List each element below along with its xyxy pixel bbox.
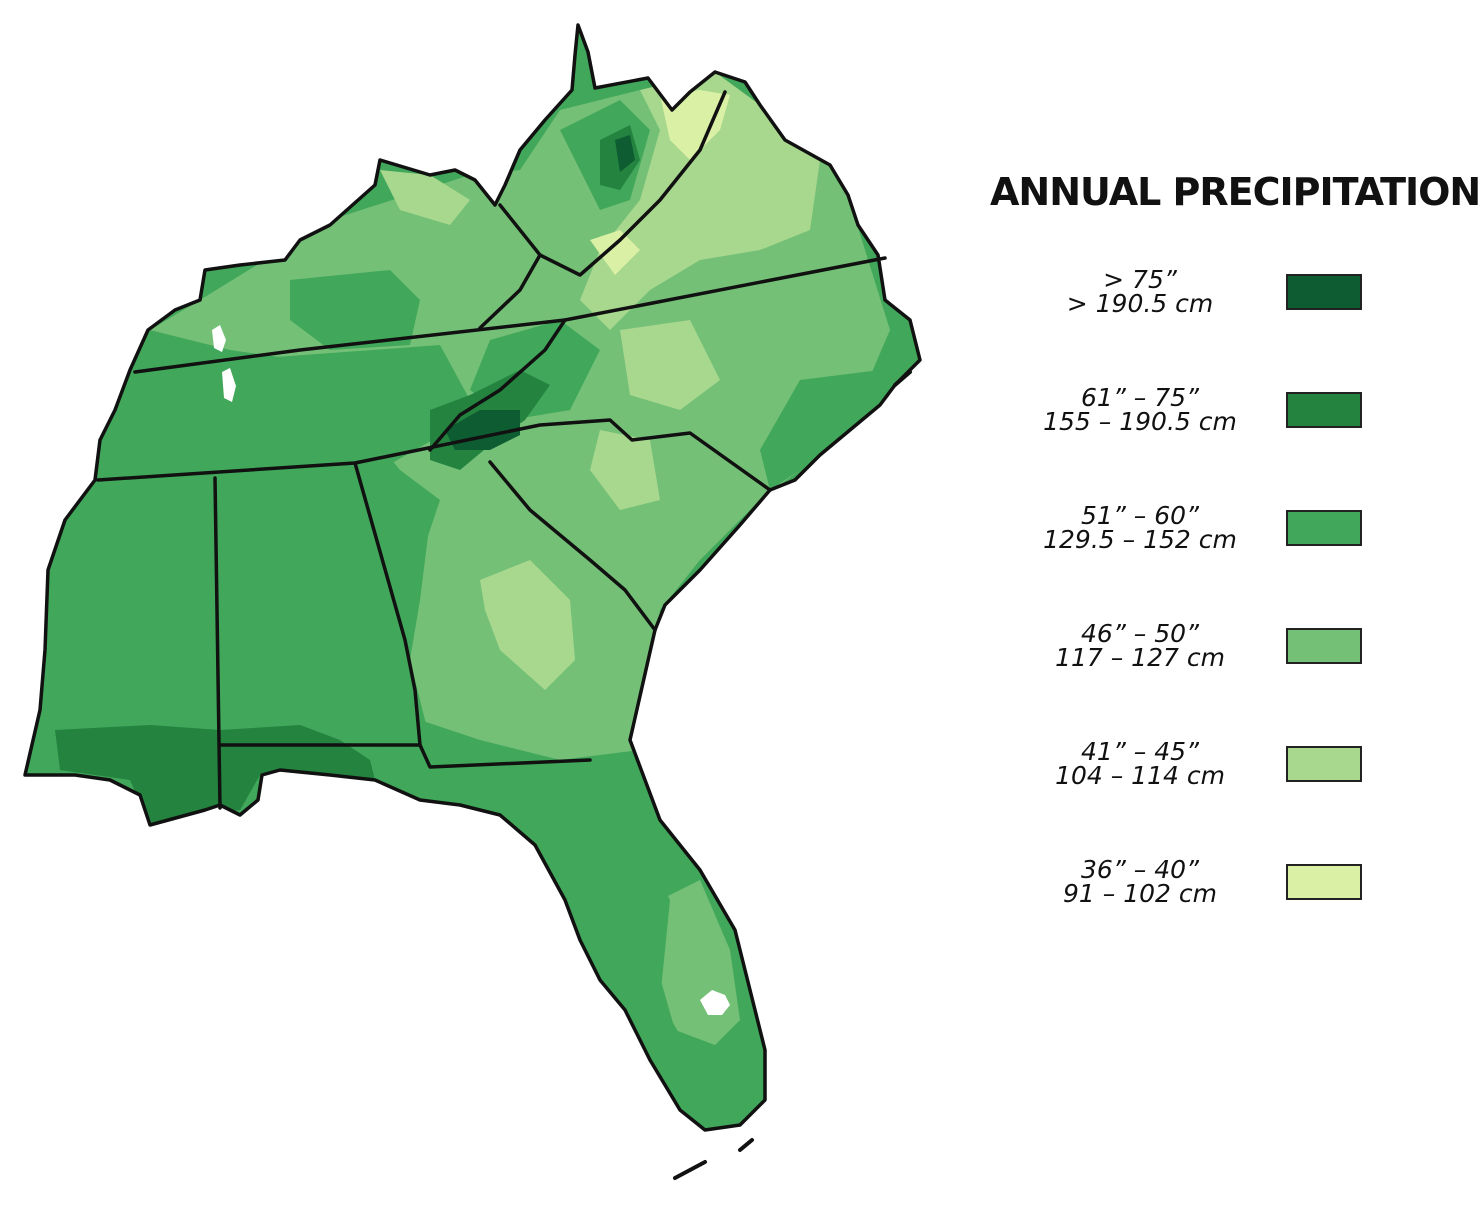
legend-label: 36” – 40” 91 – 102 cm <box>1010 855 1270 908</box>
legend-item: 36” – 40” 91 – 102 cm <box>1010 855 1390 976</box>
legend-swatch <box>1286 746 1362 782</box>
legend-swatch <box>1286 628 1362 664</box>
legend-item: > 75” > 190.5 cm <box>1010 265 1390 386</box>
legend-cm: 91 – 102 cm <box>1063 879 1217 908</box>
legend-item: 61” – 75” 155 – 190.5 cm <box>1010 383 1390 504</box>
legend-swatch <box>1286 274 1362 310</box>
legend-swatch <box>1286 392 1362 428</box>
legend-cm: 155 – 190.5 cm <box>1043 407 1237 436</box>
legend-item: 51” – 60” 129.5 – 152 cm <box>1010 501 1390 622</box>
legend-label: > 75” > 190.5 cm <box>1010 265 1270 318</box>
legend-inches: 36” – 40” <box>1081 855 1199 884</box>
legend-label: 61” – 75” 155 – 190.5 cm <box>1010 383 1270 436</box>
legend-inches: 61” – 75” <box>1081 383 1199 412</box>
legend-cm: 129.5 – 152 cm <box>1043 525 1237 554</box>
legend-label: 41” – 45” 104 – 114 cm <box>1010 737 1270 790</box>
legend-cm: 117 – 127 cm <box>1055 643 1225 672</box>
legend-cm: > 190.5 cm <box>1066 289 1214 318</box>
legend-inches: 51” – 60” <box>1081 501 1199 530</box>
legend-inches: 41” – 45” <box>1081 737 1199 766</box>
precipitation-map <box>23 23 922 1180</box>
legend-label: 51” – 60” 129.5 – 152 cm <box>1010 501 1270 554</box>
legend-swatch <box>1286 510 1362 546</box>
legend-swatch <box>1286 864 1362 900</box>
legend-inches: > 75” <box>1103 265 1177 294</box>
legend-item: 46” – 50” 117 – 127 cm <box>1010 619 1390 740</box>
legend-cm: 104 – 114 cm <box>1055 761 1225 790</box>
legend-title: ANNUAL PRECIPITATION <box>990 170 1481 214</box>
legend-label: 46” – 50” 117 – 127 cm <box>1010 619 1270 672</box>
legend: > 75” > 190.5 cm 61” – 75” 155 – 190.5 c… <box>1010 265 1390 976</box>
legend-item: 41” – 45” 104 – 114 cm <box>1010 737 1390 858</box>
legend-inches: 46” – 50” <box>1081 619 1199 648</box>
